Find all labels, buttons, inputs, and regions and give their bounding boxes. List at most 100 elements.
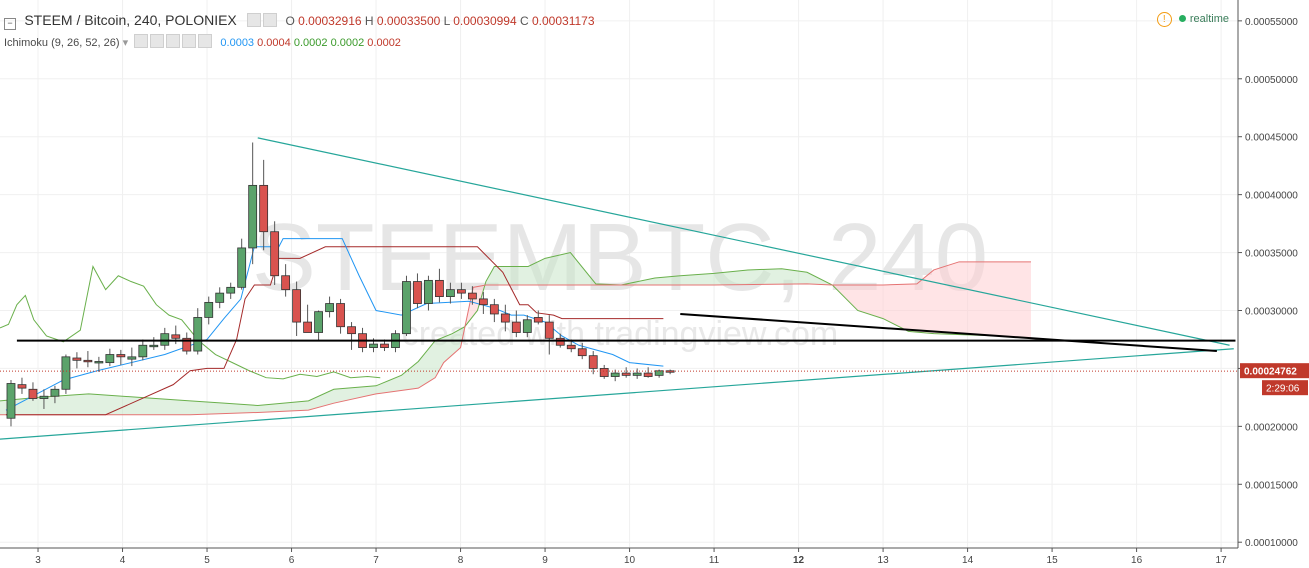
candle-body: [182, 337, 192, 352]
candle-body: [566, 344, 576, 350]
candle-body: [643, 372, 653, 377]
candle-body: [402, 281, 411, 335]
high-label: H: [364, 14, 374, 28]
candle: [94, 356, 104, 372]
base-line: [5, 246, 664, 416]
candle: [160, 327, 170, 350]
time-tick-label: 9: [542, 555, 548, 566]
candle-body: [127, 356, 137, 360]
candle: [665, 369, 675, 375]
time-tick-label: 17: [1216, 555, 1228, 566]
candle: [193, 308, 203, 355]
candle-body: [632, 372, 642, 376]
indicator-name[interactable]: Ichimoku (9, 26, 52, 26): [4, 37, 120, 49]
cloud-bearish: [833, 261, 1031, 339]
candle: [621, 367, 631, 378]
candle-body: [281, 275, 291, 291]
candle-body: [435, 279, 444, 297]
candle-body: [522, 319, 532, 333]
candle: [182, 332, 192, 355]
countdown-label: 2:29:06: [1266, 384, 1300, 395]
close-icon[interactable]: [198, 34, 213, 48]
candle-body: [237, 247, 247, 288]
price-tick-label: 0.00010000: [1245, 538, 1298, 549]
candle: [281, 264, 291, 297]
candle-body: [336, 303, 345, 328]
price-tick-label: 0.00040000: [1245, 191, 1298, 202]
candle: [467, 286, 477, 305]
candle: [500, 304, 510, 332]
candle-body: [292, 289, 302, 323]
time-tick-label: 4: [120, 555, 126, 566]
candle: [149, 337, 159, 350]
candle: [544, 315, 554, 355]
cloud-bullish: [0, 326, 465, 415]
candle: [435, 268, 444, 303]
candle-body: [413, 281, 422, 304]
price-tick-label: 0.00015000: [1245, 480, 1298, 491]
candle: [522, 315, 532, 338]
candle: [116, 349, 126, 365]
indicator-dropdown-icon[interactable]: ▾: [122, 37, 129, 49]
upper-trendline: [257, 137, 1230, 346]
close-value: 0.00031173: [532, 14, 595, 28]
eye-icon[interactable]: [134, 34, 149, 48]
time-tick-label: 12: [793, 555, 805, 566]
candle-body: [478, 298, 488, 306]
lower-trendline: [0, 348, 1234, 440]
candle-body: [28, 388, 38, 399]
candle-body: [204, 301, 214, 318]
time-tick-label: 3: [35, 555, 41, 566]
collapse-icon[interactable]: −: [4, 18, 16, 30]
descending-resistance: [680, 312, 1217, 353]
candle: [204, 296, 214, 325]
time-tick-label: 11: [709, 555, 720, 566]
candle-body: [50, 388, 60, 397]
leading-span-a-line: [0, 252, 1032, 406]
candle-body: [380, 343, 389, 348]
settings-icon[interactable]: [246, 13, 261, 27]
candle: [259, 159, 269, 251]
candle: [599, 364, 609, 379]
candle: [588, 351, 598, 375]
candle-body: [61, 356, 71, 390]
format-icon[interactable]: [150, 34, 165, 48]
candle: [39, 389, 49, 409]
cloud-bullish: [485, 252, 832, 286]
ichimoku-lines: [0, 238, 1032, 416]
open-label: O: [285, 14, 295, 28]
warning-icon[interactable]: !: [1156, 12, 1172, 27]
candle-body: [270, 231, 280, 277]
candle-body: [160, 333, 170, 346]
candle-body: [72, 357, 82, 361]
gear-icon[interactable]: [262, 13, 277, 27]
cloud-bearish: [466, 285, 484, 325]
candle-body: [116, 354, 126, 358]
candle: [17, 377, 27, 394]
candle: [226, 282, 236, 299]
candle: [303, 304, 312, 333]
trendlines[interactable]: [0, 137, 1236, 440]
candle: [511, 310, 521, 338]
close-label: C: [519, 14, 529, 28]
gear-icon[interactable]: [166, 34, 181, 48]
indicator-value-base: 0.0004: [257, 37, 291, 49]
candle-body: [314, 311, 323, 333]
candle: [577, 342, 587, 360]
time-tick-label: 14: [962, 555, 974, 566]
candle: [654, 369, 664, 378]
price-tick-label: 0.00055000: [1245, 17, 1298, 28]
high-value: 0.00033500: [376, 14, 441, 28]
candle: [533, 310, 543, 325]
candle-body: [94, 361, 104, 364]
candle-body: [456, 289, 466, 294]
candle-body: [467, 292, 477, 300]
candle-body: [39, 395, 49, 399]
candle-body: [446, 289, 455, 297]
price-tick-label: 0.00050000: [1245, 75, 1298, 86]
candle: [6, 380, 16, 427]
conversion-line: [5, 238, 664, 411]
plus-icon[interactable]: [182, 34, 197, 48]
candle-body: [105, 354, 115, 364]
